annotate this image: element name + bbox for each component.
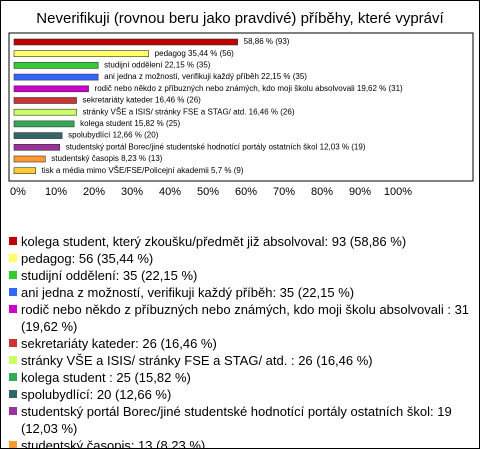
x-tick-label: 80% [311,186,333,198]
bar [13,50,149,58]
legend-swatch [9,356,17,364]
x-tick-label: 10% [45,186,67,198]
data-label: tisk a média mimo VŠE/FSE/Policejní akad… [42,166,244,175]
legend-swatch [9,441,17,448]
legend-item: studentský časopis: 13 (8,23 %) [9,437,471,449]
legend-item: sekretariáty kateder: 26 (16,46 %) [9,335,471,352]
bar [13,120,75,128]
legend-label: sekretariáty kateder: 26 (16,46 %) [21,336,217,351]
legend-item: rodič nebo někdo z příbuzných nebo známý… [9,301,471,335]
legend-item: ani jedna z možností, verifikuji každý p… [9,284,471,301]
legend-swatch [9,237,17,245]
data-label: rodič nebo někdo z příbuzných nebo známý… [95,84,404,93]
plot-frame [8,32,474,182]
legend-item: pedagog: 56 (35,44 %) [9,250,471,267]
bar [13,97,77,104]
legend-swatch [9,390,17,398]
legend-label: kolega student, který zkoušku/předmět ji… [21,234,407,249]
legend-swatch [9,288,17,296]
x-tick-label: 70% [273,186,295,198]
data-label: stránky VŠE a ISIS/ stránky FSE a STAG/ … [83,107,295,116]
bar [13,144,61,151]
data-label: spolubydlící 12,66 % (20) [68,131,159,140]
data-label: kolega student 15,82 % (25) [80,119,180,128]
legend-label: studijní oddělení: 35 (22,15 %) [21,268,198,283]
legend-item: kolega student : 25 (15,82 %) [9,369,471,386]
legend-label: rodič nebo někdo z příbuzných nebo známý… [21,302,470,334]
x-tick-label: 60% [235,186,257,198]
x-tick-label: 20% [83,186,105,198]
data-label: ani jedna z možností, verifikuji každý p… [104,72,307,81]
legend-label: spolubydlící: 20 (12,66 %) [21,387,172,402]
data-label: studentský časopis 8,23 % (13) [51,154,163,163]
bar [13,167,36,174]
legend-swatch [9,254,17,262]
data-label: pedagog 35,44 % (56) [155,49,235,58]
data-label: studijní oddělení 22,15 % (35) [104,61,211,70]
legend-item: kolega student, který zkoušku/předmět ji… [9,233,471,250]
x-tick-label: 40% [159,186,181,198]
legend-swatch [9,373,17,381]
x-tick-label: 30% [121,186,143,198]
data-label: studentský portál Borec/jiné studentské … [66,142,366,151]
plot: Neverifikuji (rovnou beru jako pravdivé)… [8,10,474,198]
legend-swatch [9,339,17,347]
data-label: sekretariáty kateder 16,46 % (26) [83,96,202,105]
legend-item: studijní oddělení: 35 (22,15 %) [9,267,471,284]
data-label: 58,86 % (93) [244,37,290,46]
legend-label: studentský portál Borec/jiné studentské … [21,404,452,436]
chart-title: Neverifikuji (rovnou beru jako pravdivé)… [36,10,444,27]
legend-swatch [9,271,17,279]
bar [13,85,89,93]
legend-item: studentský portál Borec/jiné studentské … [9,403,471,437]
bar [13,62,99,69]
bar [13,73,99,81]
legend-label: stránky VŠE a ISIS/ stránky FSE a STAG/ … [21,353,373,368]
bar [13,38,238,46]
x-tick-label: 50% [197,186,219,198]
legend-label: pedagog: 56 (35,44 %) [21,251,154,266]
x-tick-label: 90% [349,186,371,198]
legend-label: kolega student : 25 (15,82 %) [21,370,191,385]
legend-item: stránky VŠE a ISIS/ stránky FSE a STAG/ … [9,352,471,369]
legend-label: ani jedna z možností, verifikuji každý p… [21,285,355,300]
legend-swatch [9,407,17,415]
bar [13,155,46,163]
bar [13,132,63,139]
legend: kolega student, který zkoušku/předmět ji… [9,233,471,449]
x-tick-label: 100% [384,186,412,198]
legend-swatch [9,305,17,313]
bar [13,108,77,116]
legend-label: studentský časopis: 13 (8,23 %) [21,438,206,449]
x-tick-label: 0% [10,186,26,198]
legend-item: spolubydlící: 20 (12,66 %) [9,386,471,403]
